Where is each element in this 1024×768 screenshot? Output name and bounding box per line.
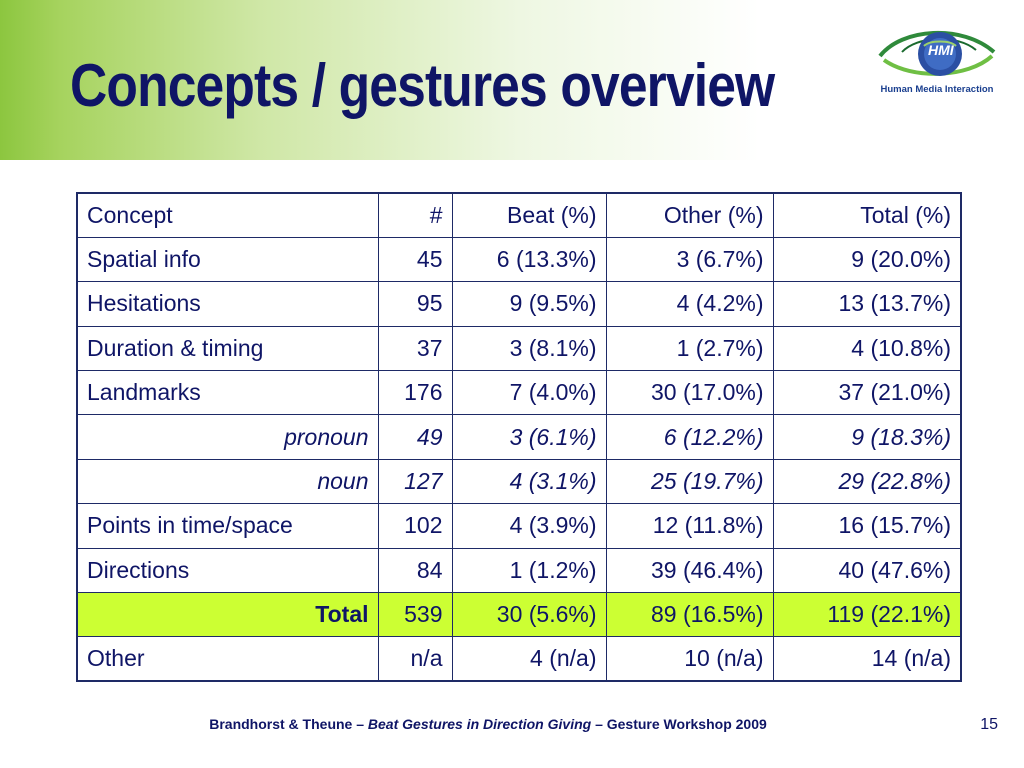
cell-other: 3 (6.7%) xyxy=(605,236,774,283)
cell-other: 1 (2.7%) xyxy=(605,325,774,372)
cell-total: 13 (13.7%) xyxy=(772,281,962,327)
header-count: # xyxy=(377,192,453,238)
cell-total: 14 (n/a) xyxy=(772,636,962,682)
cell-beat: 9 (9.5%) xyxy=(451,281,607,327)
table-row: Points in time/space 102 4 (3.9%) 12 (11… xyxy=(76,503,962,549)
logo-mark: HMI xyxy=(928,42,954,58)
cell-concept: Landmarks xyxy=(76,370,379,416)
cell-concept: Hesitations xyxy=(76,281,379,327)
hmi-logo: HMI Human Media Interaction xyxy=(872,22,1002,102)
cell-count: 49 xyxy=(377,414,453,460)
cell-beat: 6 (13.3%) xyxy=(451,236,607,283)
cell-other: 30 (17.0%) xyxy=(605,370,774,416)
table-row: Spatial info 45 6 (13.3%) 3 (6.7%) 9 (20… xyxy=(76,236,962,283)
cell-count: n/a xyxy=(377,636,453,682)
cell-count: 95 xyxy=(377,281,453,327)
cell-beat: 3 (8.1%) xyxy=(451,325,607,372)
cell-other: 39 (46.4%) xyxy=(605,547,774,594)
cell-count: 45 xyxy=(377,236,453,283)
cell-concept: Total xyxy=(76,592,379,638)
cell-count: 127 xyxy=(377,458,453,505)
table-row: Hesitations 95 9 (9.5%) 4 (4.2%) 13 (13.… xyxy=(76,281,962,327)
cell-other: 89 (16.5%) xyxy=(605,592,774,638)
cell-other: 6 (12.2%) xyxy=(605,414,774,460)
cell-total: 16 (15.7%) xyxy=(772,503,962,549)
cell-other: 4 (4.2%) xyxy=(605,281,774,327)
cell-beat: 7 (4.0%) xyxy=(451,370,607,416)
cell-count: 539 xyxy=(377,592,453,638)
cell-total: 4 (10.8%) xyxy=(772,325,962,372)
cell-concept: Directions xyxy=(76,547,379,594)
cell-total: 37 (21.0%) xyxy=(772,370,962,416)
cell-concept: Duration & timing xyxy=(76,325,379,372)
cell-concept: pronoun xyxy=(76,414,379,460)
cell-total: 119 (22.1%) xyxy=(772,592,962,638)
header-beat: Beat (%) xyxy=(451,192,607,238)
cell-count: 84 xyxy=(377,547,453,594)
cell-beat: 4 (3.9%) xyxy=(451,503,607,549)
header-other: Other (%) xyxy=(605,192,774,238)
table-row: Directions 84 1 (1.2%) 39 (46.4%) 40 (47… xyxy=(76,547,962,594)
cell-beat: 3 (6.1%) xyxy=(451,414,607,460)
concepts-table: Concept # Beat (%) Other (%) Total (%) S… xyxy=(76,192,962,683)
cell-total: 9 (20.0%) xyxy=(772,236,962,283)
cell-beat: 4 (n/a) xyxy=(451,636,607,682)
cell-count: 102 xyxy=(377,503,453,549)
table-header-row: Concept # Beat (%) Other (%) Total (%) xyxy=(76,192,962,238)
slide-title: Concepts / gestures overview xyxy=(70,52,775,119)
cell-total: 40 (47.6%) xyxy=(772,547,962,594)
table-row-total: Total 539 30 (5.6%) 89 (16.5%) 119 (22.1… xyxy=(76,592,962,638)
footer-citation: Brandhorst & Theune – Beat Gestures in D… xyxy=(0,716,1000,732)
table-row: Landmarks 176 7 (4.0%) 30 (17.0%) 37 (21… xyxy=(76,370,962,416)
table-row: Duration & timing 37 3 (8.1%) 1 (2.7%) 4… xyxy=(76,325,962,372)
cell-total: 9 (18.3%) xyxy=(772,414,962,460)
header-band xyxy=(0,0,1024,160)
cell-concept: Points in time/space xyxy=(76,503,379,549)
cell-beat: 30 (5.6%) xyxy=(451,592,607,638)
cell-other: 10 (n/a) xyxy=(605,636,774,682)
footer-authors: Brandhorst & Theune – xyxy=(209,716,368,732)
cell-total: 29 (22.8%) xyxy=(772,458,962,505)
footer-paper-title: Beat Gestures in Direction Giving xyxy=(367,716,592,732)
cell-other: 12 (11.8%) xyxy=(605,503,774,549)
header-total: Total (%) xyxy=(772,192,962,238)
table-row-sub: pronoun 49 3 (6.1%) 6 (12.2%) 9 (18.3%) xyxy=(76,414,962,460)
cell-concept: noun xyxy=(76,458,379,505)
table-row: Other n/a 4 (n/a) 10 (n/a) 14 (n/a) xyxy=(76,636,962,682)
cell-beat: 1 (1.2%) xyxy=(451,547,607,594)
cell-other: 25 (19.7%) xyxy=(605,458,774,505)
footer-venue: – Gesture Workshop 2009 xyxy=(591,716,767,732)
cell-concept: Spatial info xyxy=(76,236,379,283)
eye-logo-icon xyxy=(878,31,996,76)
cell-count: 176 xyxy=(377,370,453,416)
cell-beat: 4 (3.1%) xyxy=(451,458,607,505)
header-concept: Concept xyxy=(76,192,379,238)
cell-count: 37 xyxy=(377,325,453,372)
logo-caption: Human Media Interaction xyxy=(880,84,994,95)
table-row-sub: noun 127 4 (3.1%) 25 (19.7%) 29 (22.8%) xyxy=(76,458,962,505)
page-number: 15 xyxy=(980,716,998,733)
cell-concept: Other xyxy=(76,636,379,682)
